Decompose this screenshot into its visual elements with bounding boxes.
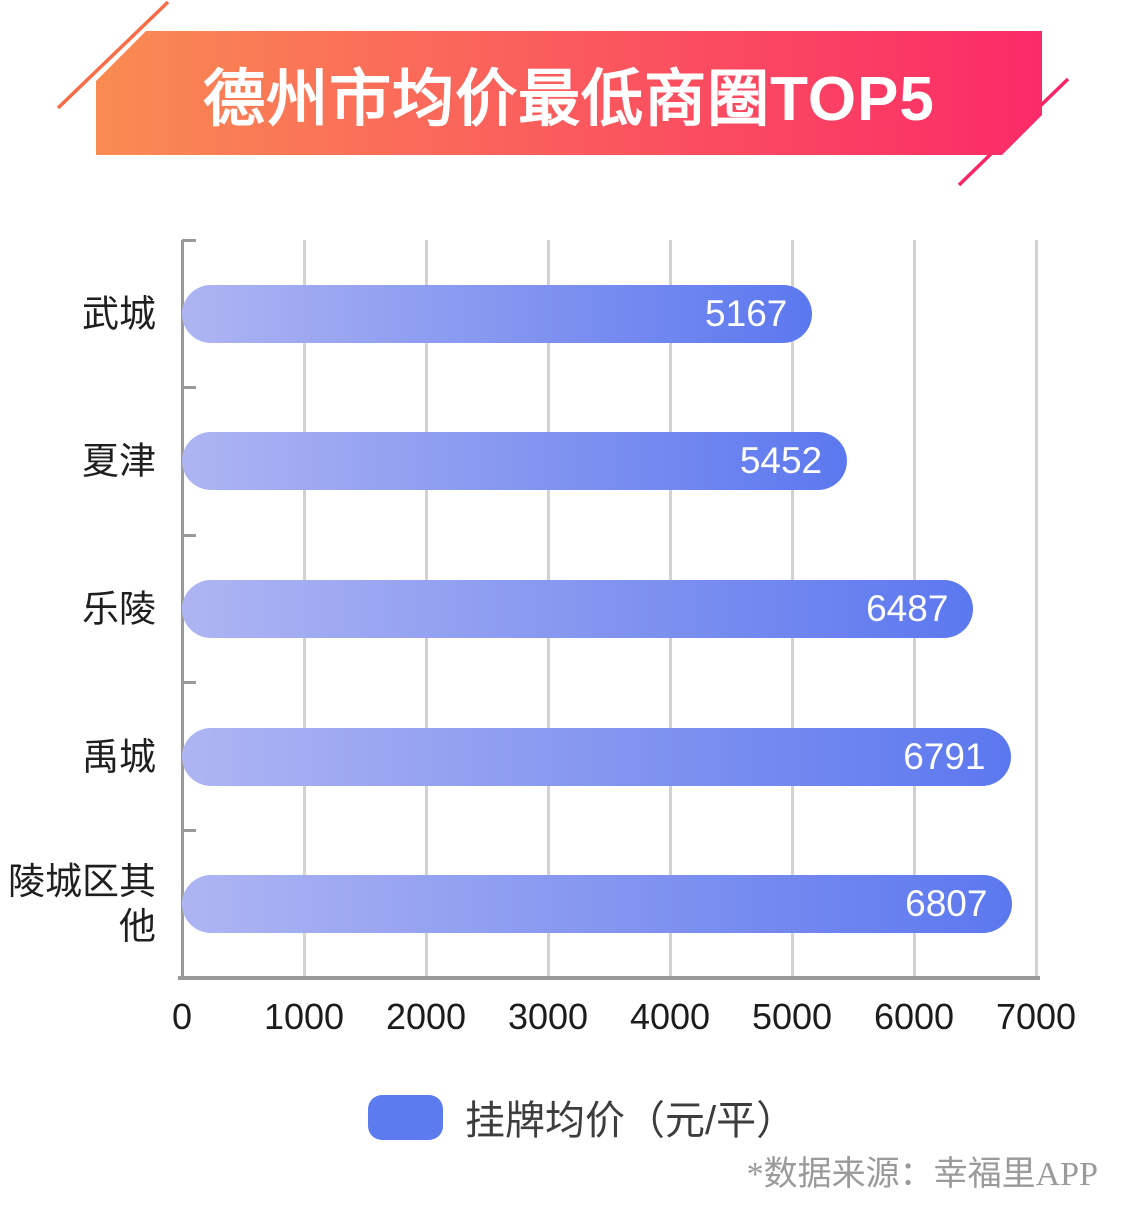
legend-item[interactable]: 挂牌均价（元/平） <box>368 1088 796 1146</box>
bar-value-label: 6807 <box>905 883 988 925</box>
legend-label: 挂牌均价（元/平） <box>465 1099 797 1143</box>
bar-陵城区其他[interactable]: 6807 <box>182 875 1013 934</box>
bar-禹城[interactable]: 6791 <box>182 727 1011 786</box>
x-tick-label: 1000 <box>263 996 345 1037</box>
y-axis-tick <box>182 238 196 242</box>
bar-乐陵[interactable]: 6487 <box>182 580 974 638</box>
y-axis-tick <box>182 533 196 537</box>
x-tick-label: 6000 <box>873 996 955 1037</box>
category-label: 武城 <box>82 293 156 335</box>
y-axis-tick <box>182 386 196 390</box>
x-tick-label: 5000 <box>751 996 833 1037</box>
gridline <box>1034 240 1038 978</box>
x-tick-label: 0 <box>171 996 193 1037</box>
bar-夏津[interactable]: 5452 <box>182 432 848 491</box>
y-axis-tick <box>182 828 196 832</box>
category-label: 陵城区其他 <box>8 861 156 948</box>
bar-value-label: 5167 <box>705 292 788 334</box>
y-axis-tick <box>182 681 196 685</box>
bar-value-label: 6487 <box>866 588 949 629</box>
x-tick-label: 7000 <box>995 996 1077 1037</box>
x-axis-line <box>178 976 1040 980</box>
category-label: 禹城 <box>82 736 156 778</box>
category-label: 乐陵 <box>82 588 156 630</box>
page-title: 德州市均价最低商圈TOP5 <box>203 65 935 134</box>
legend-swatch-icon <box>368 1094 443 1140</box>
title-banner: 德州市均价最低商圈TOP5 <box>96 31 1042 155</box>
x-tick-label: 3000 <box>507 996 589 1037</box>
bar-武城[interactable]: 5167 <box>182 284 813 343</box>
bar-value-label: 6791 <box>903 735 986 777</box>
bar-value-label: 5452 <box>739 440 823 482</box>
x-tick-label: 2000 <box>385 996 467 1037</box>
x-tick-label: 4000 <box>629 996 711 1037</box>
category-label: 夏津 <box>82 440 156 482</box>
data-source-note: *数据来源：幸福里APP <box>746 1156 1098 1193</box>
